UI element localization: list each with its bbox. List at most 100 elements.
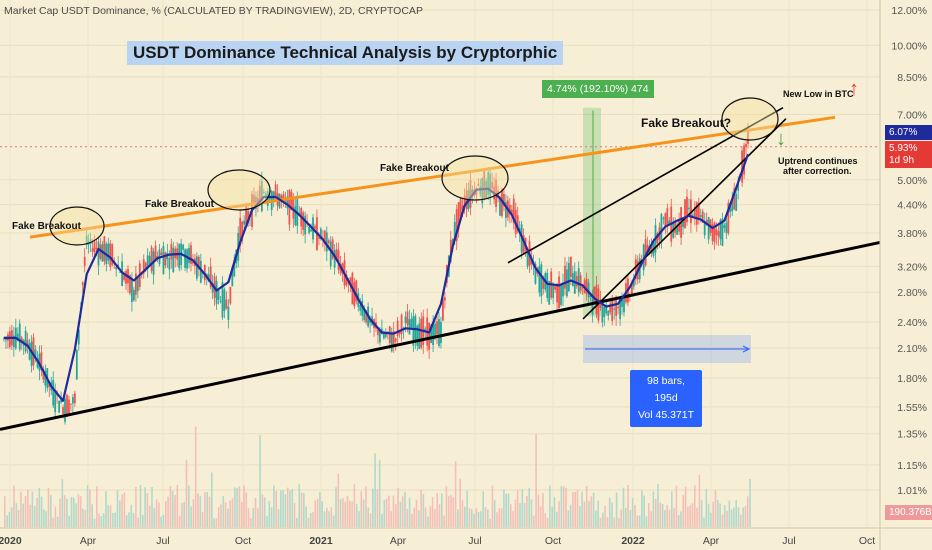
volume-bar: [257, 508, 259, 527]
volume-bar: [300, 492, 303, 527]
candle-body: [607, 311, 610, 316]
candle-body: [111, 244, 114, 265]
candle-body: [148, 255, 151, 265]
volume-bar: [107, 505, 110, 527]
volume-bar: [252, 508, 254, 527]
candle-body: [487, 171, 490, 195]
volume-bar: [691, 503, 694, 527]
volume-bars: [4, 426, 751, 527]
volume-bar: [342, 497, 344, 527]
candle-body: [713, 222, 716, 243]
volume-bar: [167, 496, 169, 527]
candle-body: [630, 283, 633, 295]
candle-body: [394, 338, 397, 342]
volume-bar: [470, 508, 473, 527]
volume-bar: [424, 507, 427, 527]
volume-bar: [89, 489, 91, 527]
candle-body: [615, 296, 618, 316]
candle-body: [60, 399, 62, 403]
x-tick-label: Jul: [468, 535, 481, 547]
volume-bar: [84, 510, 87, 527]
candle-body: [491, 182, 494, 189]
y-tick-label: 10.00%: [891, 40, 927, 52]
candle-body: [703, 221, 706, 236]
candle-body: [377, 329, 379, 336]
volume-bar: [231, 498, 234, 527]
volume-bar: [411, 513, 413, 527]
x-tick-label: Apr: [703, 535, 720, 547]
volume-bar: [178, 515, 181, 527]
candle-body: [695, 202, 698, 225]
candle-body: [318, 237, 320, 240]
y-tick-label: 5.00%: [897, 175, 927, 187]
volume-bar: [192, 499, 195, 527]
breakout-circle: [721, 97, 779, 141]
candle-body: [489, 173, 492, 198]
trend-lines: [0, 107, 881, 431]
candle-body: [239, 217, 242, 246]
volume-bar: [546, 517, 549, 527]
volume-bar: [190, 506, 192, 527]
volume-bar: [507, 493, 510, 527]
candle-body: [684, 199, 686, 229]
volume-bar: [36, 497, 38, 527]
candle-body: [172, 247, 175, 273]
volume-bar: [638, 515, 641, 527]
measure-region: [583, 107, 751, 363]
candle-body: [178, 244, 181, 269]
candle-body: [587, 282, 590, 298]
volume-bar: [291, 488, 294, 527]
candle-body: [469, 180, 472, 208]
volume-bar: [100, 515, 103, 527]
candle-body: [95, 247, 98, 249]
volume-bar: [452, 497, 455, 527]
x-tick-label: Apr: [80, 535, 97, 547]
candle-body: [162, 246, 165, 275]
volume-bar: [169, 486, 172, 527]
volume-bar: [229, 500, 231, 527]
volume-bar: [280, 490, 282, 527]
volume-bar: [369, 513, 372, 527]
candle-body: [221, 282, 224, 318]
volume-bar: [473, 513, 475, 527]
candle-body: [390, 334, 393, 352]
volume-bar: [268, 501, 271, 527]
volume-bar: [204, 492, 206, 527]
candle-body: [223, 289, 226, 311]
volume-bar: [91, 504, 93, 527]
volume-bar: [728, 500, 731, 527]
volume-bar: [43, 509, 45, 527]
volume-bar: [245, 492, 248, 527]
volume-bar: [349, 500, 351, 527]
candle-body: [64, 399, 66, 422]
candle-body: [81, 282, 84, 286]
candle-body: [361, 300, 364, 316]
volume-bar: [406, 508, 409, 527]
candle-body: [558, 276, 560, 309]
volume-bar: [314, 500, 317, 527]
volume-bar: [13, 485, 15, 527]
candle-body: [693, 206, 696, 217]
volume-bar: [77, 494, 80, 527]
volume-bar: [353, 484, 356, 527]
breakout-highlight: [442, 156, 508, 200]
y-tick-label: 1.15%: [897, 460, 927, 472]
volume-bar: [535, 434, 537, 527]
candle-body: [268, 196, 271, 200]
volume-bar: [222, 496, 225, 527]
candle-body: [717, 231, 720, 237]
volume-bar: [714, 490, 717, 527]
volume-bar: [332, 515, 335, 527]
candle-body: [211, 283, 214, 293]
volume-bar: [505, 493, 507, 527]
candle-body: [304, 215, 307, 235]
countdown-badge: 1d 9h: [885, 153, 932, 168]
volume-bar: [443, 515, 445, 527]
candle-body: [575, 276, 578, 287]
volume-bar: [40, 496, 43, 527]
volume-bar: [521, 488, 524, 527]
annotation-uptrend-line1: Uptrend continues: [778, 156, 858, 166]
candle-body: [418, 323, 421, 349]
volume-bar: [17, 510, 20, 527]
candle-body: [457, 202, 460, 230]
